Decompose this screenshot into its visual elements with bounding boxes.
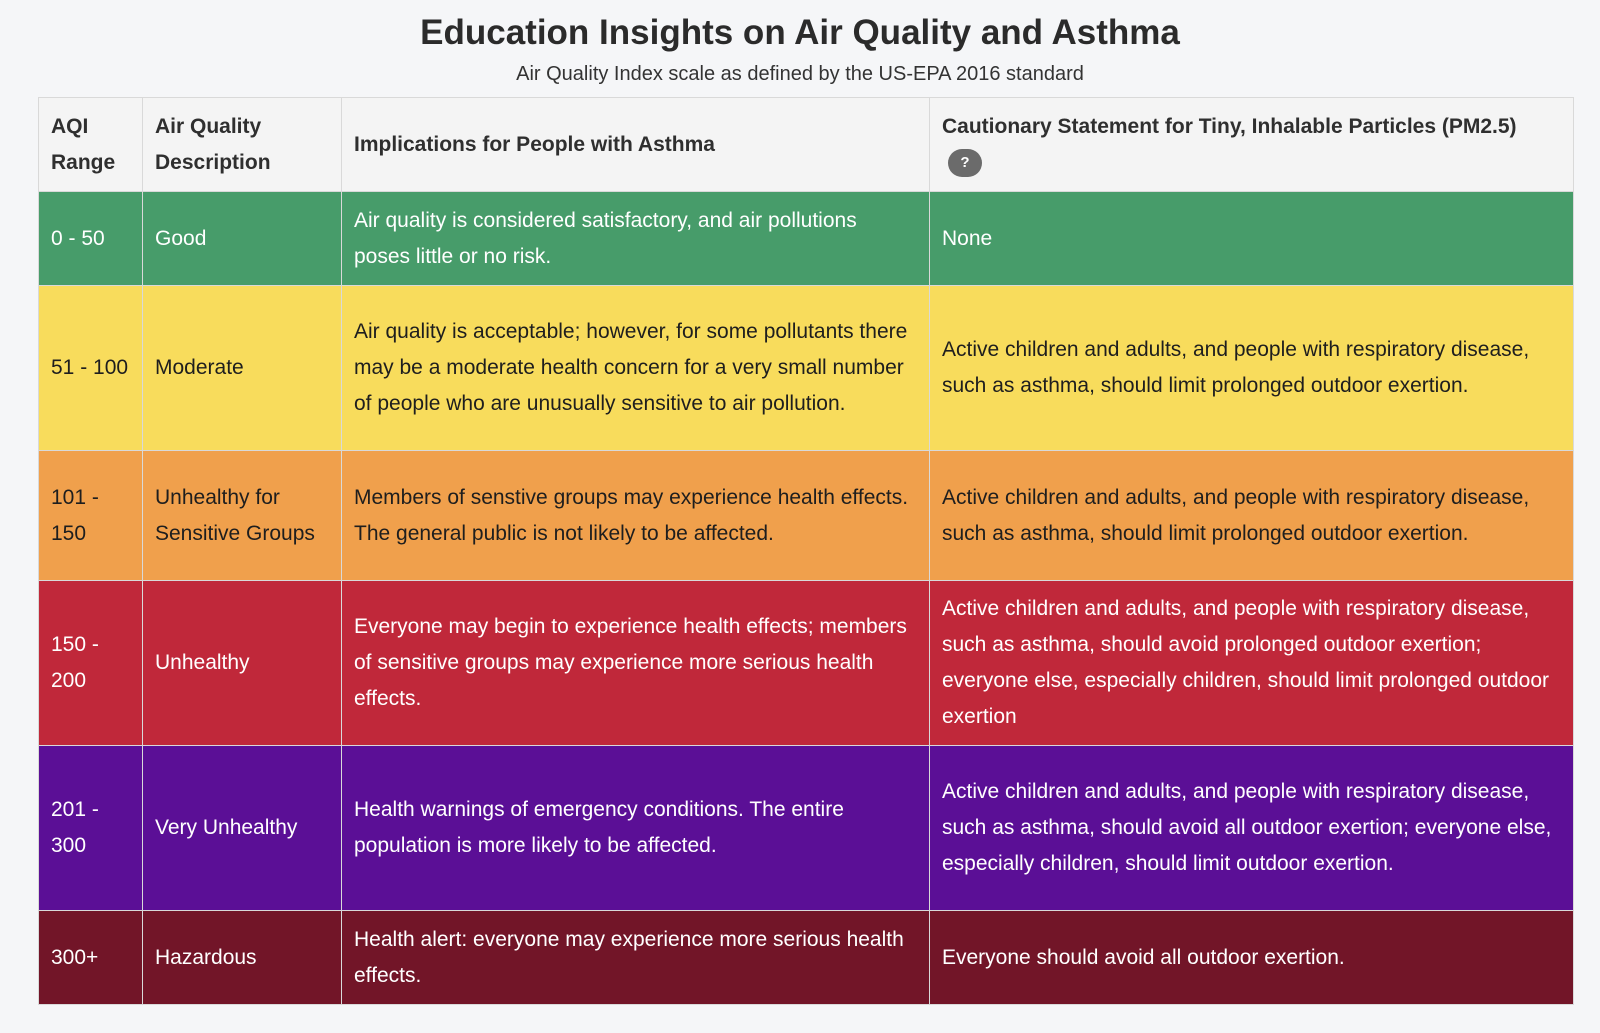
description-cell: Very Unhealthy xyxy=(142,745,342,911)
table-row-moderate: 51 - 100 Moderate Air quality is accepta… xyxy=(38,285,1574,451)
column-header-cautionary: Cautionary Statement for Tiny, Inhalable… xyxy=(929,97,1574,192)
implications-cell: Air quality is acceptable; however, for … xyxy=(341,285,930,451)
column-header-aqi-range: AQI Range xyxy=(38,97,143,192)
caution-cell: Active children and adults, and people w… xyxy=(929,580,1574,746)
column-header-cautionary-label: Cautionary Statement for Tiny, Inhalable… xyxy=(942,114,1517,138)
table-row-unhealthy: 150 - 200 Unhealthy Everyone may begin t… xyxy=(38,580,1574,746)
caution-cell: Active children and adults, and people w… xyxy=(929,745,1574,911)
aqi-range-cell: 0 - 50 xyxy=(38,191,143,286)
description-cell: Hazardous xyxy=(142,910,342,1005)
implications-cell: Members of senstive groups may experienc… xyxy=(341,450,930,581)
aqi-range-cell: 51 - 100 xyxy=(38,285,143,451)
header-row: AQI Range Air Quality Description Implic… xyxy=(38,97,1574,192)
aqi-range-cell: 201 - 300 xyxy=(38,745,143,911)
table-row-hazardous: 300+ Hazardous Health alert: everyone ma… xyxy=(38,910,1574,1005)
caution-cell: None xyxy=(929,191,1574,286)
aqi-range-cell: 101 - 150 xyxy=(38,450,143,581)
table-header: AQI Range Air Quality Description Implic… xyxy=(38,97,1574,192)
table-row-good: 0 - 50 Good Air quality is considered sa… xyxy=(38,191,1574,286)
column-header-implications: Implications for People with Asthma xyxy=(341,97,930,192)
table-row-unhealthy-sensitive: 101 - 150 Unhealthy for Sensitive Groups… xyxy=(38,450,1574,581)
table-body: 0 - 50 Good Air quality is considered sa… xyxy=(38,191,1574,1005)
implications-cell: Health alert: everyone may experience mo… xyxy=(341,910,930,1005)
page-title: Education Insights on Air Quality and As… xyxy=(420,13,1180,52)
implications-cell: Air quality is considered satisfactory, … xyxy=(341,191,930,286)
column-header-description: Air Quality Description xyxy=(142,97,342,192)
implications-cell: Health warnings of emergency conditions.… xyxy=(341,745,930,911)
description-cell: Unhealthy xyxy=(142,580,342,746)
aqi-table: AQI Range Air Quality Description Implic… xyxy=(38,97,1574,1005)
description-cell: Good xyxy=(142,191,342,286)
aqi-range-cell: 300+ xyxy=(38,910,143,1005)
implications-cell: Everyone may begin to experience health … xyxy=(341,580,930,746)
table-row-very-unhealthy: 201 - 300 Very Unhealthy Health warnings… xyxy=(38,745,1574,911)
help-icon[interactable]: ? xyxy=(948,148,982,177)
caution-cell: Everyone should avoid all outdoor exerti… xyxy=(929,910,1574,1005)
caution-cell: Active children and adults, and people w… xyxy=(929,450,1574,581)
caution-cell: Active children and adults, and people w… xyxy=(929,285,1574,451)
description-cell: Moderate xyxy=(142,285,342,451)
description-cell: Unhealthy for Sensitive Groups xyxy=(142,450,342,581)
aqi-range-cell: 150 - 200 xyxy=(38,580,143,746)
page-subtitle: Air Quality Index scale as defined by th… xyxy=(516,63,1084,85)
